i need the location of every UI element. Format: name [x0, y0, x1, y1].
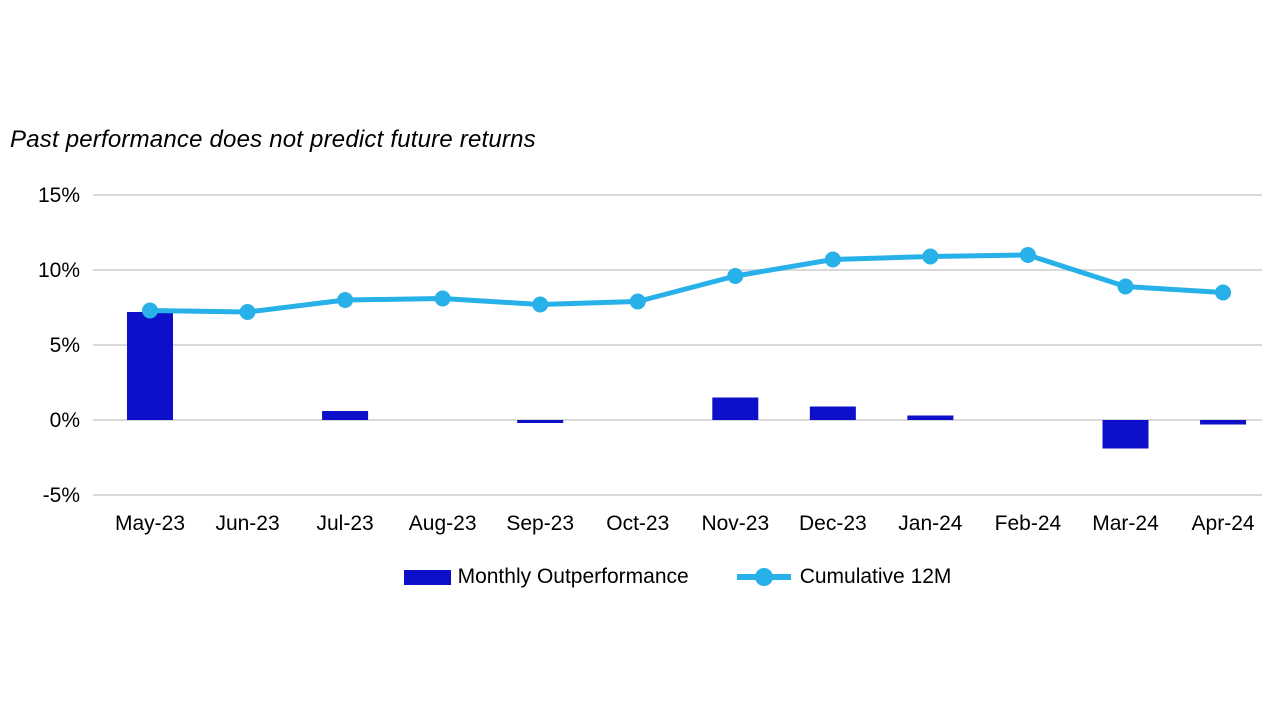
y-tick-label: 10% — [38, 259, 80, 282]
bar — [127, 312, 173, 420]
x-tick-label: Aug-23 — [409, 512, 477, 535]
bar — [1102, 420, 1149, 449]
chart-title: Past performance does not predict future… — [10, 126, 536, 153]
bar — [712, 397, 759, 420]
legend-label-monthly-outperformance: Monthly Outperformance — [457, 565, 689, 588]
x-tick-label: Sep-23 — [506, 512, 574, 535]
line-point — [629, 293, 646, 310]
x-tick-label: Nov-23 — [701, 512, 769, 535]
x-tick-label: Dec-23 — [799, 512, 867, 535]
legend-label-cumulative-12m: Cumulative 12M — [799, 565, 952, 588]
bar — [322, 411, 369, 420]
legend-item-cumulative-12m: Cumulative 12M — [735, 565, 952, 589]
line-point — [922, 248, 939, 265]
x-tick-label: Jul-23 — [316, 512, 373, 535]
x-tick-label: Apr-24 — [1192, 512, 1255, 535]
line-point — [727, 268, 744, 284]
line-point — [1215, 284, 1232, 301]
bar — [809, 406, 856, 420]
x-tick-label: Jan-24 — [898, 512, 963, 535]
line-point — [239, 304, 256, 320]
y-tick-label: 5% — [50, 334, 80, 357]
y-tick-label: 0% — [50, 409, 80, 432]
line-dot-swatch-icon — [736, 568, 791, 586]
legend-item-monthly-outperformance: Monthly Outperformance — [403, 565, 689, 589]
x-tick-label: Oct-23 — [606, 512, 669, 535]
y-tick-label: -5% — [43, 484, 80, 507]
legend-dot — [754, 568, 773, 586]
bar-swatch-icon — [403, 569, 451, 585]
line-point — [337, 292, 354, 308]
line-point — [142, 302, 158, 319]
x-tick-label: Feb-24 — [995, 512, 1062, 535]
line-point — [1019, 247, 1036, 263]
line-point — [1117, 278, 1134, 295]
line-point — [824, 251, 841, 268]
bar — [517, 420, 564, 423]
x-tick-label: May-23 — [115, 512, 185, 535]
x-tick-label: Jun-23 — [215, 512, 279, 535]
line-series — [147, 252, 1226, 315]
line-point — [434, 290, 451, 307]
line-point — [532, 296, 549, 313]
x-tick-label: Mar-24 — [1092, 512, 1159, 535]
chart-legend: Monthly Outperformance Cumulative 12M — [93, 558, 1262, 596]
y-tick-label: 15% — [38, 184, 80, 207]
bar — [1200, 420, 1247, 425]
bar — [907, 415, 954, 420]
